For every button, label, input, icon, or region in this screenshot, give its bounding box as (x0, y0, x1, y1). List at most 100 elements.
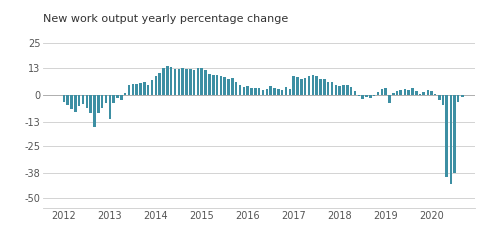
Bar (71, 95, 73, 109)
Bar (399, 90, 402, 95)
Bar (208, 74, 211, 95)
Bar (231, 78, 234, 95)
Bar (89, 95, 92, 113)
Bar (124, 93, 126, 95)
Bar (292, 76, 295, 95)
Bar (411, 88, 413, 95)
Bar (427, 90, 429, 95)
Bar (174, 69, 176, 95)
Bar (201, 68, 203, 95)
Bar (434, 94, 436, 95)
Bar (461, 95, 464, 97)
Bar (143, 82, 145, 95)
Bar (105, 95, 108, 103)
Bar (319, 79, 322, 95)
Bar (312, 75, 314, 95)
Bar (450, 95, 452, 184)
Bar (365, 95, 368, 97)
Bar (415, 91, 418, 95)
Bar (235, 82, 238, 95)
Bar (396, 91, 398, 95)
Bar (108, 95, 111, 119)
Bar (116, 95, 119, 98)
Bar (445, 95, 448, 177)
Bar (101, 95, 103, 108)
Bar (442, 95, 444, 105)
Bar (246, 86, 249, 95)
Bar (112, 95, 115, 103)
Bar (181, 68, 184, 95)
Bar (97, 95, 100, 113)
Bar (62, 95, 65, 102)
Text: New work output yearly percentage change: New work output yearly percentage change (43, 14, 288, 24)
Bar (162, 68, 165, 95)
Bar (189, 69, 192, 95)
Bar (338, 86, 341, 95)
Bar (419, 94, 421, 95)
Bar (147, 85, 149, 95)
Bar (135, 83, 138, 95)
Bar (373, 95, 375, 96)
Bar (128, 85, 131, 95)
Bar (300, 79, 303, 95)
Bar (388, 95, 391, 103)
Bar (273, 88, 276, 95)
Bar (151, 81, 154, 95)
Bar (243, 87, 245, 95)
Bar (74, 95, 77, 112)
Bar (422, 92, 425, 95)
Bar (192, 70, 195, 95)
Bar (224, 77, 226, 95)
Bar (289, 89, 291, 95)
Bar (66, 95, 69, 105)
Bar (369, 95, 372, 98)
Bar (78, 95, 80, 106)
Bar (227, 79, 229, 95)
Bar (361, 95, 364, 99)
Bar (120, 95, 122, 100)
Bar (250, 88, 252, 95)
Bar (285, 87, 287, 95)
Bar (381, 89, 383, 95)
Bar (166, 66, 168, 95)
Bar (354, 91, 356, 95)
Bar (346, 85, 348, 95)
Bar (335, 85, 337, 95)
Bar (197, 68, 199, 95)
Bar (315, 76, 318, 95)
Bar (85, 95, 88, 108)
Bar (404, 89, 406, 95)
Bar (281, 90, 284, 95)
Bar (94, 95, 96, 127)
Bar (258, 88, 261, 95)
Bar (216, 75, 218, 95)
Bar (376, 92, 379, 95)
Bar (350, 87, 352, 95)
Bar (408, 90, 410, 95)
Bar (155, 76, 157, 95)
Bar (139, 83, 142, 95)
Bar (82, 95, 84, 104)
Bar (239, 85, 241, 95)
Bar (269, 86, 272, 95)
Bar (132, 83, 134, 95)
Bar (331, 82, 333, 95)
Bar (170, 67, 172, 95)
Bar (430, 91, 433, 95)
Bar (438, 95, 441, 100)
Bar (178, 69, 180, 95)
Bar (323, 79, 326, 95)
Bar (262, 90, 264, 95)
Bar (212, 75, 215, 95)
Bar (185, 69, 188, 95)
Bar (457, 95, 459, 102)
Bar (327, 82, 329, 95)
Bar (296, 77, 299, 95)
Bar (384, 88, 387, 95)
Bar (204, 70, 207, 95)
Bar (358, 95, 360, 96)
Bar (304, 78, 306, 95)
Bar (266, 89, 268, 95)
Bar (254, 88, 257, 95)
Bar (308, 76, 310, 95)
